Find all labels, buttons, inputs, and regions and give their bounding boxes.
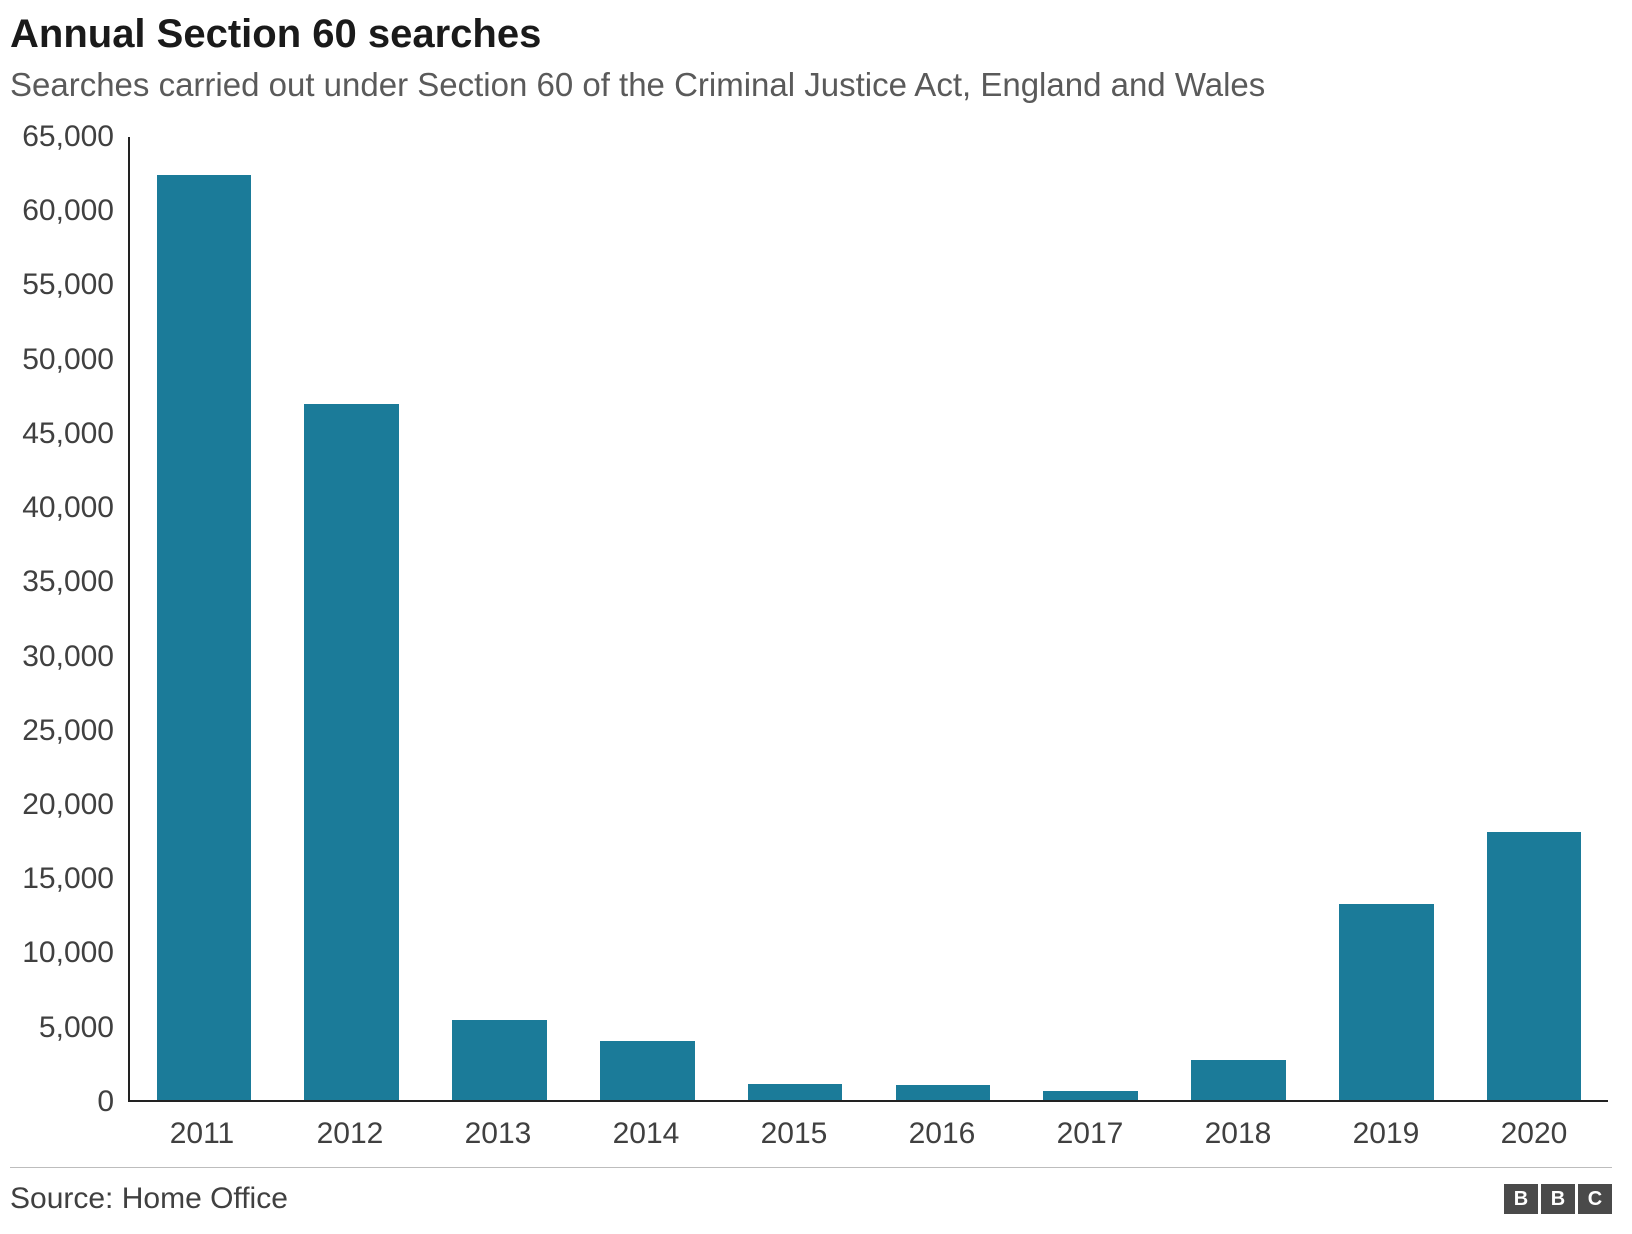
y-tick-label: 20,000	[22, 788, 114, 822]
bar	[452, 1020, 547, 1100]
plot-area	[128, 137, 1608, 1102]
chart-title: Annual Section 60 searches	[10, 10, 1612, 58]
y-tick-label: 50,000	[22, 343, 114, 377]
bar-slot	[1165, 137, 1313, 1100]
bar-slot	[130, 137, 278, 1100]
bar-slot	[1460, 137, 1608, 1100]
bar-slot	[426, 137, 574, 1100]
x-tick-label: 2016	[868, 1107, 1016, 1157]
chart-area: 0 5,000 10,000 15,000 20,000 25,000 30,000 35,0…	[10, 137, 1612, 1157]
y-tick-label: 30,000	[22, 640, 114, 674]
bar	[1487, 832, 1582, 1100]
x-tick-label: 2011	[128, 1107, 276, 1157]
logo-letter: B	[1504, 1184, 1538, 1214]
y-tick-label: 55,000	[22, 268, 114, 302]
x-tick-label: 2014	[572, 1107, 720, 1157]
bar-slot	[278, 137, 426, 1100]
x-tick-label: 2015	[720, 1107, 868, 1157]
bar	[304, 404, 399, 1100]
bar	[1191, 1060, 1286, 1100]
chart-footer: Source: Home Office BBC	[10, 1167, 1612, 1216]
chart-subtitle: Searches carried out under Section 60 of…	[10, 64, 1612, 107]
y-tick-label: 35,000	[22, 565, 114, 599]
bar-slot	[1017, 137, 1165, 1100]
y-tick-label: 15,000	[22, 862, 114, 896]
x-tick-label: 2019	[1312, 1107, 1460, 1157]
x-tick-label: 2017	[1016, 1107, 1164, 1157]
y-tick-label: 0	[97, 1085, 114, 1119]
x-tick-label: 2018	[1164, 1107, 1312, 1157]
bar-slot	[1312, 137, 1460, 1100]
bars-container	[130, 137, 1608, 1100]
logo-letter: C	[1578, 1184, 1612, 1214]
y-tick-label: 40,000	[22, 491, 114, 525]
bar-slot	[869, 137, 1017, 1100]
bar	[600, 1041, 695, 1100]
y-tick-label: 5,000	[39, 1011, 114, 1045]
x-tick-label: 2013	[424, 1107, 572, 1157]
y-axis: 0 5,000 10,000 15,000 20,000 25,000 30,000 35,0…	[10, 137, 120, 1157]
y-tick-label: 65,000	[22, 120, 114, 154]
bar	[1339, 904, 1434, 1100]
y-tick-label: 60,000	[22, 194, 114, 228]
logo-letter: B	[1541, 1184, 1575, 1214]
x-tick-label: 2020	[1460, 1107, 1608, 1157]
y-tick-label: 10,000	[22, 936, 114, 970]
bar	[896, 1085, 991, 1100]
y-tick-label: 25,000	[22, 714, 114, 748]
x-axis: 2011201220132014201520162017201820192020	[128, 1107, 1608, 1157]
bbc-logo: BBC	[1504, 1184, 1612, 1214]
bar-slot	[721, 137, 869, 1100]
y-tick-label: 45,000	[22, 417, 114, 451]
bar-slot	[573, 137, 721, 1100]
bar	[748, 1084, 843, 1100]
bar	[1043, 1091, 1138, 1100]
source-label: Source: Home Office	[10, 1182, 288, 1216]
bar	[157, 175, 252, 1099]
x-tick-label: 2012	[276, 1107, 424, 1157]
